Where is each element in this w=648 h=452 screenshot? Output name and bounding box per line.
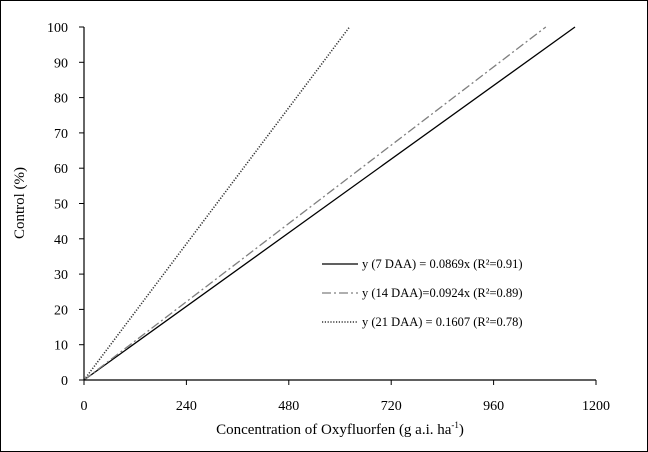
y-tick-label: 90 bbox=[54, 56, 68, 71]
x-tick-label: 960 bbox=[483, 399, 504, 414]
y-tick-label: 70 bbox=[54, 127, 68, 142]
x-tick-label: 720 bbox=[381, 399, 402, 414]
y-tick-label: 60 bbox=[54, 162, 68, 177]
series-line-2 bbox=[83, 26, 547, 381]
y-tick-label: 50 bbox=[54, 198, 68, 213]
y-tick-label: 10 bbox=[54, 339, 68, 354]
legend-label-3: y (21 DAA) = 0.1607 (R²=0.78) bbox=[362, 315, 523, 329]
x-axis-title: Concentration of Oxyfluorfen (g a.i. ha-… bbox=[216, 420, 464, 438]
y-axis-title: Control (%) bbox=[12, 167, 28, 239]
ticks-layer: 0 10 20 30 40 50 60 70 80 90 100 0 240 480 720 960 1200 bbox=[47, 21, 610, 414]
legend: y (7 DAA) = 0.0869x (R²=0.91) y (14 DAA)=… bbox=[322, 257, 523, 329]
x-axis-title-close: ) bbox=[459, 422, 464, 438]
x-tick-label: 1200 bbox=[582, 399, 610, 414]
y-tick-label: 0 bbox=[61, 374, 68, 389]
x-axis-title-main: Concentration of Oxyfluorfen (g a.i. ha bbox=[216, 422, 452, 438]
series-line-3 bbox=[83, 26, 351, 381]
legend-label-2: y (14 DAA)=0.0924x (R²=0.89) bbox=[362, 286, 523, 300]
legend-label-1: y (7 DAA) = 0.0869x (R²=0.91) bbox=[362, 257, 523, 271]
y-tick-label: 80 bbox=[54, 92, 68, 107]
y-tick-label: 40 bbox=[54, 233, 68, 248]
y-tick-label: 100 bbox=[47, 21, 68, 36]
y-tick-label: 30 bbox=[54, 268, 68, 283]
x-tick-label: 240 bbox=[176, 399, 197, 414]
series-layer bbox=[83, 26, 576, 381]
y-tick-label: 20 bbox=[54, 303, 68, 318]
x-tick-label: 0 bbox=[81, 399, 88, 414]
x-axis-title-sup: -1 bbox=[451, 420, 459, 430]
series-line-1 bbox=[83, 26, 576, 381]
x-tick-label: 480 bbox=[278, 399, 299, 414]
